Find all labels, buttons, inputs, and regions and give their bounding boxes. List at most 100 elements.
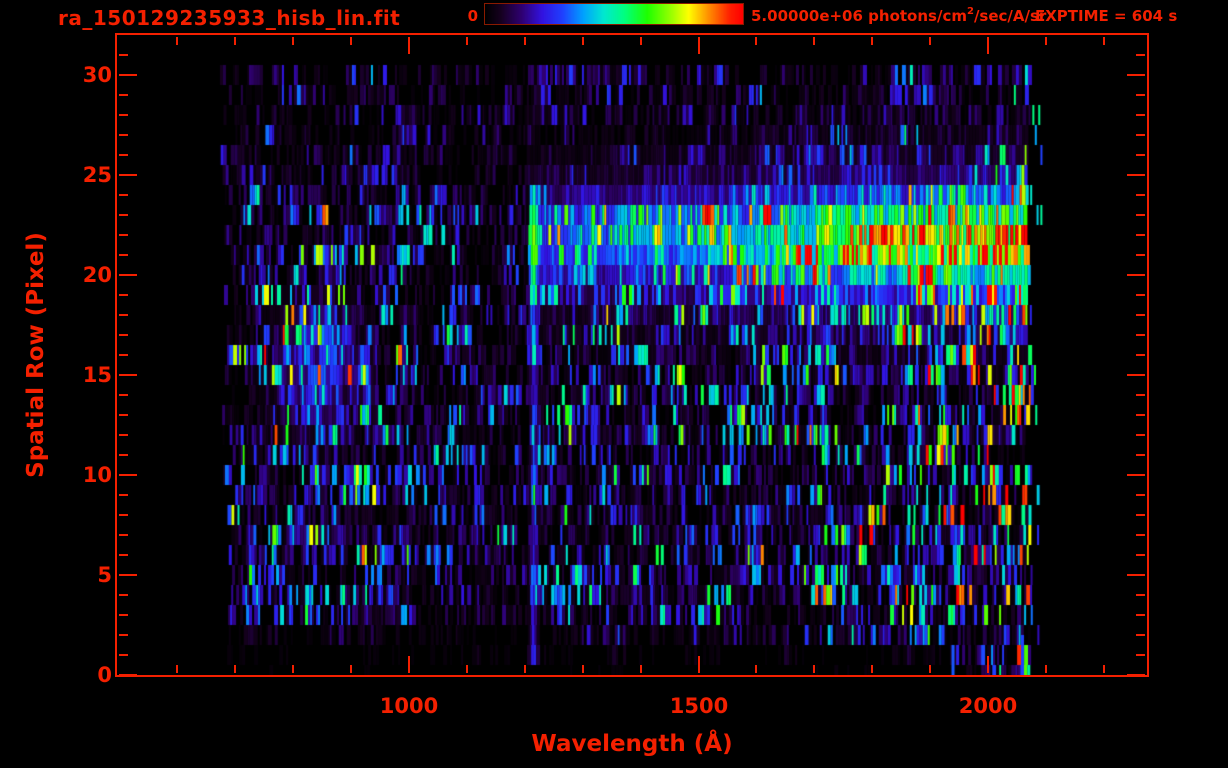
- y-minor-tick: [119, 514, 128, 516]
- y-minor-tick: [1136, 294, 1145, 296]
- y-minor-tick: [119, 534, 128, 536]
- y-minor-tick: [1136, 214, 1145, 216]
- y-major-tick: [1127, 174, 1145, 176]
- y-minor-tick: [119, 654, 128, 656]
- x-minor-tick: [640, 37, 642, 45]
- x-major-tick: [987, 37, 989, 54]
- x-minor-tick: [582, 665, 584, 673]
- colorbar-max-label-suffix: /sec/A/sr: [973, 7, 1047, 25]
- x-major-tick: [987, 656, 989, 673]
- y-minor-tick: [1136, 614, 1145, 616]
- x-minor-tick: [582, 37, 584, 45]
- y-minor-tick: [1136, 314, 1145, 316]
- x-major-tick: [408, 656, 410, 673]
- y-tick-label: 15: [82, 363, 112, 387]
- x-minor-tick: [292, 665, 294, 673]
- x-minor-tick: [871, 665, 873, 673]
- y-minor-tick: [1136, 234, 1145, 236]
- y-major-tick: [1127, 74, 1145, 76]
- y-minor-tick: [1136, 354, 1145, 356]
- x-minor-tick: [813, 37, 815, 45]
- x-major-tick: [698, 37, 700, 54]
- x-minor-tick: [755, 37, 757, 45]
- y-minor-tick: [119, 354, 128, 356]
- x-minor-tick: [813, 665, 815, 673]
- y-minor-tick: [119, 294, 128, 296]
- y-minor-tick: [1136, 254, 1145, 256]
- y-major-tick: [119, 274, 137, 276]
- x-minor-tick: [234, 665, 236, 673]
- y-minor-tick: [1136, 634, 1145, 636]
- y-minor-tick: [119, 454, 128, 456]
- y-minor-tick: [119, 634, 128, 636]
- y-minor-tick: [119, 314, 128, 316]
- figure-title: ra_150129235933_hisb_lin.fit: [58, 6, 401, 30]
- y-tick-label: 20: [82, 263, 112, 287]
- y-minor-tick: [119, 494, 128, 496]
- y-minor-tick: [1136, 534, 1145, 536]
- y-major-tick: [119, 574, 137, 576]
- y-major-tick: [1127, 474, 1145, 476]
- y-minor-tick: [119, 434, 128, 436]
- x-minor-tick: [234, 37, 236, 45]
- y-tick-label: 25: [82, 163, 112, 187]
- spectral-heatmap-canvas: [117, 35, 1147, 675]
- y-tick-label: 30: [82, 63, 112, 87]
- y-major-tick: [1127, 374, 1145, 376]
- x-minor-tick: [176, 37, 178, 45]
- y-minor-tick: [119, 614, 128, 616]
- y-minor-tick: [1136, 154, 1145, 156]
- y-minor-tick: [1136, 394, 1145, 396]
- y-minor-tick: [119, 554, 128, 556]
- y-minor-tick: [1136, 334, 1145, 336]
- colorbar-min-label: 0: [467, 7, 478, 25]
- x-minor-tick: [755, 665, 757, 673]
- y-tick-label: 0: [97, 663, 112, 687]
- y-major-tick: [119, 674, 137, 676]
- y-major-tick: [119, 174, 137, 176]
- y-minor-tick: [1136, 134, 1145, 136]
- y-minor-tick: [119, 394, 128, 396]
- y-major-tick: [1127, 274, 1145, 276]
- y-minor-tick: [1136, 194, 1145, 196]
- y-minor-tick: [119, 154, 128, 156]
- x-tick-label: 2000: [958, 694, 1018, 718]
- x-minor-tick: [466, 37, 468, 45]
- y-minor-tick: [119, 234, 128, 236]
- y-tick-label: 10: [82, 463, 112, 487]
- colorbar-max-label-prefix: 5.00000e+06 photons/cm: [751, 7, 967, 25]
- x-minor-tick: [1103, 665, 1105, 673]
- y-minor-tick: [1136, 114, 1145, 116]
- y-minor-tick: [119, 114, 128, 116]
- y-minor-tick: [1136, 454, 1145, 456]
- y-minor-tick: [119, 594, 128, 596]
- x-minor-tick: [524, 37, 526, 45]
- y-minor-tick: [119, 94, 128, 96]
- colorbar-max-label: 5.00000e+06 photons/cm2/sec/A/sr: [751, 6, 1047, 25]
- y-minor-tick: [119, 134, 128, 136]
- y-minor-tick: [1136, 494, 1145, 496]
- x-minor-tick: [524, 665, 526, 673]
- y-minor-tick: [1136, 94, 1145, 96]
- y-minor-tick: [119, 254, 128, 256]
- y-major-tick: [119, 74, 137, 76]
- x-minor-tick: [871, 37, 873, 45]
- y-major-tick: [1127, 674, 1145, 676]
- x-minor-tick: [1045, 665, 1047, 673]
- x-minor-tick: [929, 37, 931, 45]
- y-tick-label: 5: [97, 563, 112, 587]
- x-tick-label: 1500: [669, 694, 729, 718]
- x-minor-tick: [176, 665, 178, 673]
- y-major-tick: [119, 474, 137, 476]
- x-minor-tick: [466, 665, 468, 673]
- y-major-tick: [119, 374, 137, 376]
- x-minor-tick: [929, 665, 931, 673]
- y-minor-tick: [1136, 594, 1145, 596]
- exptime-label: EXPTIME = 604 s: [1035, 7, 1178, 25]
- x-minor-tick: [350, 37, 352, 45]
- y-minor-tick: [1136, 514, 1145, 516]
- colorbar-max-label-superscript: 2: [966, 6, 974, 17]
- y-minor-tick: [1136, 434, 1145, 436]
- y-minor-tick: [1136, 654, 1145, 656]
